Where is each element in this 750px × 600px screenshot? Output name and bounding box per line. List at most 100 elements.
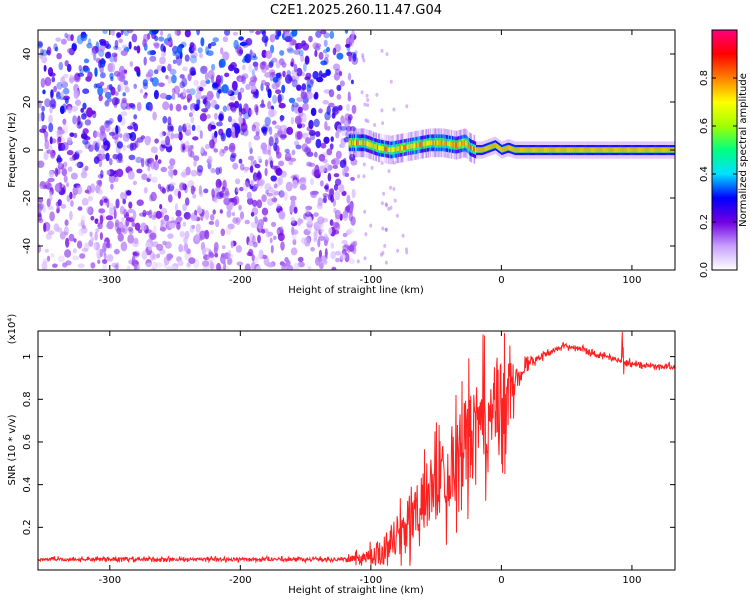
- spectrogram-cell: [74, 99, 82, 106]
- spectrogram-cell: [428, 140, 430, 146]
- spectrogram-cell: [236, 261, 244, 266]
- spectrogram-cell: [161, 51, 167, 57]
- spectrogram-cell: [230, 240, 234, 249]
- spectrogram-cell: [38, 244, 42, 253]
- spectrogram-cell: [207, 43, 212, 49]
- colorbar-tick-label: 0.8: [699, 70, 710, 86]
- spectrogram-cell: [43, 185, 48, 190]
- spectrogram-cell: [154, 43, 160, 49]
- spectrogram-cell: [175, 55, 180, 60]
- spectrogram-cell: [109, 158, 113, 166]
- spectrogram-cell: [598, 147, 600, 153]
- spectrogram-cell: [308, 119, 314, 129]
- spectrogram-cell: [538, 147, 540, 153]
- spectrogram-cell: [171, 93, 176, 100]
- spectrogram-cell: [617, 147, 619, 153]
- spectrogram-cell: [336, 52, 344, 60]
- spectrogram-cell: [110, 30, 115, 36]
- spectrogram-cell: [248, 240, 255, 247]
- spectrogram-cell: [96, 179, 102, 186]
- spectrogram-cell: [314, 49, 318, 58]
- spectrogram-cell: [95, 57, 101, 63]
- spectrogram-cell: [605, 147, 607, 153]
- y-tick-label: -20: [22, 190, 33, 206]
- spectrogram-cell: [389, 185, 392, 190]
- spectrogram-cell: [305, 206, 310, 215]
- spectrogram-cell: [465, 141, 467, 146]
- spectrogram-cell: [338, 104, 343, 111]
- spectrogram-cell: [65, 237, 70, 248]
- spectrogram-cell: [59, 231, 66, 240]
- spectrogram-cell: [642, 147, 644, 153]
- spectrogram-cell: [253, 134, 261, 141]
- spectrogram-cell: [323, 163, 331, 173]
- spectrogram-cell: [438, 140, 440, 146]
- spectrogram-cell: [429, 140, 431, 146]
- spectrogram-cell: [393, 198, 397, 203]
- spectrogram-cell: [198, 185, 203, 196]
- spectrogram-cell: [322, 99, 330, 105]
- spectrogram-cell: [136, 137, 144, 143]
- spectrogram-cell: [204, 100, 211, 110]
- spectrogram-cell: [199, 113, 207, 122]
- spectrogram-cell: [98, 189, 103, 195]
- spectrogram-cell: [40, 111, 45, 122]
- spectrogram-cell: [264, 81, 270, 87]
- spectrogram-cell: [238, 49, 243, 55]
- spectrogram-cell: [643, 147, 645, 153]
- spectrogram-cell: [104, 91, 112, 99]
- spectrogram-cell: [305, 137, 312, 145]
- spectrogram-cell: [319, 165, 326, 174]
- spectrogram-cell: [368, 141, 370, 147]
- spectrogram-cell: [94, 218, 99, 224]
- spectrogram-cell: [506, 145, 508, 151]
- spectrogram-cell: [358, 140, 360, 146]
- spectrogram-cell: [125, 211, 129, 217]
- spectrogram-cell: [471, 146, 474, 151]
- spectrogram-cell: [182, 143, 186, 151]
- spectrogram-cell: [450, 141, 452, 147]
- spectrogram-cell: [152, 261, 158, 270]
- spectrogram-cell: [65, 260, 72, 266]
- spectrogram-cell: [345, 172, 349, 177]
- spectrogram-cell: [210, 41, 217, 47]
- spectrogram-cell: [332, 221, 340, 229]
- spectrogram-cell: [314, 91, 319, 100]
- spectrogram-cell: [118, 221, 124, 229]
- spectrogram-cell: [287, 48, 295, 54]
- spectrogram-cell: [117, 84, 121, 92]
- spectrogram-cell: [111, 132, 120, 140]
- spectrogram-cell: [293, 262, 300, 270]
- snr-x-label: Height of straight line (km): [288, 585, 424, 596]
- spectrogram-cell: [657, 147, 659, 153]
- spectrogram-cell: [315, 30, 322, 38]
- spectrogram-cell: [375, 144, 377, 150]
- spectrogram-cell: [348, 140, 350, 146]
- spectrogram-cell: [250, 211, 255, 217]
- spectrogram-cell: [341, 190, 347, 196]
- spectrogram-cell: [82, 138, 89, 145]
- spectrogram-cell: [116, 32, 122, 38]
- spectrogram-cell: [166, 266, 174, 270]
- spectrogram-cell: [336, 124, 343, 133]
- spectrogram-cell: [79, 253, 86, 259]
- spectrogram-cell: [99, 199, 104, 207]
- spectrogram-cell: [149, 55, 157, 62]
- spectrogram-cell: [290, 116, 295, 125]
- spectrogram-cell: [253, 183, 259, 190]
- spectrogram-cell: [317, 216, 325, 225]
- spectrogram-cell: [121, 217, 125, 223]
- spectrogram-cell: [261, 35, 269, 43]
- spectrogram-cell: [162, 101, 170, 111]
- spectrogram-cell: [213, 148, 219, 153]
- spectrogram-cell: [60, 203, 67, 209]
- spectrogram-cell: [536, 147, 538, 153]
- spectrogram-cell: [347, 203, 354, 214]
- spectrogram-cell: [57, 255, 65, 263]
- spectrogram-cell: [69, 156, 74, 162]
- spectrogram-cell: [39, 53, 43, 60]
- spectrogram-cell: [392, 186, 396, 191]
- spectrogram-cell: [660, 147, 663, 153]
- spectrogram-cell: [167, 125, 172, 131]
